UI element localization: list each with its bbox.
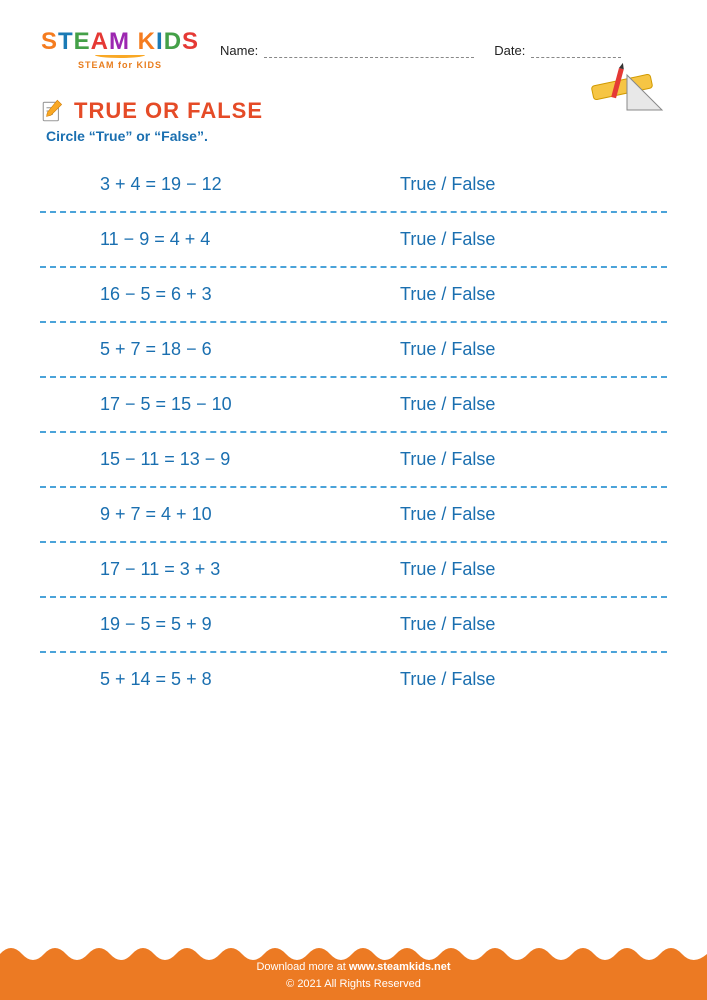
instruction-text: Circle “True” or “False”. (0, 124, 707, 158)
true-false-choice[interactable]: True / False (400, 504, 495, 525)
date-label: Date: (494, 43, 525, 58)
footer-url: www.steamkids.net (349, 961, 451, 973)
true-false-choice[interactable]: True / False (400, 669, 495, 690)
date-field: Date: (494, 43, 621, 58)
page-title: TRUE OR FALSE (74, 98, 263, 124)
logo-text: STEAM KIDS (41, 30, 199, 54)
true-false-choice[interactable]: True / False (400, 614, 495, 635)
equation: 19 − 5 = 5 + 9 (100, 614, 400, 635)
equation: 17 − 5 = 15 − 10 (100, 394, 400, 415)
footer-text: Download more at www.steamkids.net © 202… (0, 959, 707, 992)
footer-download: Download more at (256, 961, 348, 973)
footer-copyright: © 2021 All Rights Reserved (286, 978, 421, 990)
problem-row: 5 + 14 = 5 + 8 True / False (40, 653, 667, 706)
equation: 11 − 9 = 4 + 4 (100, 229, 400, 250)
true-false-choice[interactable]: True / False (400, 559, 495, 580)
true-false-choice[interactable]: True / False (400, 284, 495, 305)
true-false-choice[interactable]: True / False (400, 229, 495, 250)
problem-row: 9 + 7 = 4 + 10 True / False (40, 488, 667, 541)
title-row: TRUE OR FALSE (0, 80, 707, 124)
date-line[interactable] (531, 57, 621, 58)
logo-subtitle: STEAM for KIDS (78, 60, 162, 70)
logo: STEAM KIDS STEAM for KIDS (40, 30, 200, 70)
true-false-choice[interactable]: True / False (400, 174, 495, 195)
problems-list: 3 + 4 = 19 − 12 True / False 11 − 9 = 4 … (0, 158, 707, 706)
true-false-choice[interactable]: True / False (400, 339, 495, 360)
name-field: Name: (220, 43, 474, 58)
equation: 3 + 4 = 19 − 12 (100, 174, 400, 195)
equation: 15 − 11 = 13 − 9 (100, 449, 400, 470)
equation: 9 + 7 = 4 + 10 (100, 504, 400, 525)
problem-row: 5 + 7 = 18 − 6 True / False (40, 323, 667, 376)
equation: 17 − 11 = 3 + 3 (100, 559, 400, 580)
equation: 5 + 14 = 5 + 8 (100, 669, 400, 690)
problem-row: 3 + 4 = 19 − 12 True / False (40, 158, 667, 211)
pencil-paper-icon (40, 98, 66, 124)
problem-row: 15 − 11 = 13 − 9 True / False (40, 433, 667, 486)
true-false-choice[interactable]: True / False (400, 449, 495, 470)
problem-row: 19 − 5 = 5 + 9 True / False (40, 598, 667, 651)
problem-row: 11 − 9 = 4 + 4 True / False (40, 213, 667, 266)
equation: 5 + 7 = 18 − 6 (100, 339, 400, 360)
ruler-triangle-icon (587, 60, 667, 120)
problem-row: 17 − 11 = 3 + 3 True / False (40, 543, 667, 596)
true-false-choice[interactable]: True / False (400, 394, 495, 415)
name-label: Name: (220, 43, 258, 58)
problem-row: 17 − 5 = 15 − 10 True / False (40, 378, 667, 431)
equation: 16 − 5 = 6 + 3 (100, 284, 400, 305)
problem-row: 16 − 5 = 6 + 3 True / False (40, 268, 667, 321)
name-line[interactable] (264, 57, 474, 58)
logo-swoosh (95, 52, 145, 58)
